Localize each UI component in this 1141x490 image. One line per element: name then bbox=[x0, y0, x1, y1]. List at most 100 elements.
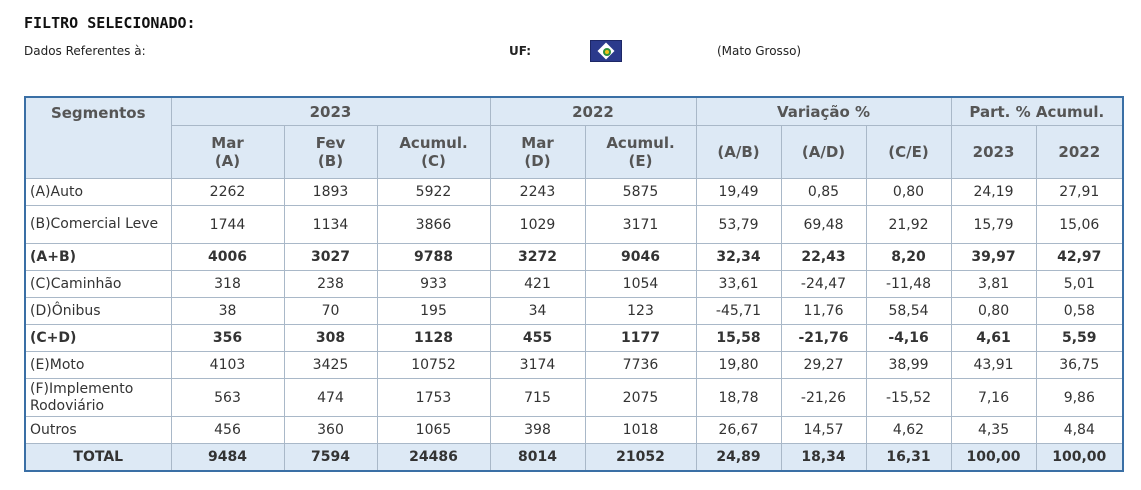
segment-cell: (C)Caminhão bbox=[24, 270, 172, 298]
value-cell: 9788 bbox=[376, 243, 491, 271]
value-cell: 2262 bbox=[170, 178, 285, 206]
value-cell: 3866 bbox=[376, 205, 491, 244]
value-cell: 3272 bbox=[489, 243, 586, 271]
segment-cell: (B)Comercial Leve bbox=[24, 205, 172, 244]
value-cell: -11,48 bbox=[865, 270, 952, 298]
value-cell: 15,06 bbox=[1035, 205, 1124, 244]
value-cell: 21,92 bbox=[865, 205, 952, 244]
value-cell: 38 bbox=[170, 297, 285, 325]
column-header: Mar (A) bbox=[170, 125, 285, 179]
value-cell: -21,26 bbox=[780, 378, 867, 417]
total-value-cell: 7594 bbox=[283, 443, 378, 472]
column-header: 2022 bbox=[1035, 125, 1124, 179]
value-cell: 1018 bbox=[584, 416, 697, 444]
value-cell: 1029 bbox=[489, 205, 586, 244]
value-cell: 4103 bbox=[170, 351, 285, 379]
total-value-cell: 100,00 bbox=[1035, 443, 1124, 472]
table-row: (E)Moto 4103 3425 10752 3174 7736 19,80 29,27 38… bbox=[24, 351, 1124, 379]
value-cell: 1744 bbox=[170, 205, 285, 244]
uf-name: (Mato Grosso) bbox=[717, 44, 802, 58]
value-cell: 70 bbox=[283, 297, 378, 325]
value-cell: 5922 bbox=[376, 178, 491, 206]
value-cell: 455 bbox=[489, 324, 586, 352]
value-cell: 24,19 bbox=[950, 178, 1037, 206]
value-cell: 421 bbox=[489, 270, 586, 298]
table-row: (B)Comercial Leve 1744 1134 3866 1029 3171 53,… bbox=[24, 205, 1124, 244]
value-cell: 3425 bbox=[283, 351, 378, 379]
value-cell: 9,86 bbox=[1035, 378, 1124, 417]
value-cell: 4,35 bbox=[950, 416, 1037, 444]
value-cell: 58,54 bbox=[865, 297, 952, 325]
value-cell: 1177 bbox=[584, 324, 697, 352]
column-header: Fev (B) bbox=[283, 125, 378, 179]
segment-cell: Outros bbox=[24, 416, 172, 444]
total-value-cell: 9484 bbox=[170, 443, 285, 472]
column-header: Mar (D) bbox=[489, 125, 586, 179]
value-cell: -15,52 bbox=[865, 378, 952, 417]
value-cell: 32,34 bbox=[695, 243, 782, 271]
value-cell: 29,27 bbox=[780, 351, 867, 379]
value-cell: 39,97 bbox=[950, 243, 1037, 271]
value-cell: 15,58 bbox=[695, 324, 782, 352]
group-header-2022: 2022 bbox=[489, 96, 697, 126]
value-cell: 15,79 bbox=[950, 205, 1037, 244]
value-cell: 1753 bbox=[376, 378, 491, 417]
segment-cell: (D)Ônibus bbox=[24, 297, 172, 325]
value-cell: 4,62 bbox=[865, 416, 952, 444]
total-value-cell: 18,34 bbox=[780, 443, 867, 472]
value-cell: 2075 bbox=[584, 378, 697, 417]
value-cell: 26,67 bbox=[695, 416, 782, 444]
value-cell: 3,81 bbox=[950, 270, 1037, 298]
value-cell: 398 bbox=[489, 416, 586, 444]
flag-star bbox=[605, 50, 609, 54]
value-cell: -24,47 bbox=[780, 270, 867, 298]
value-cell: 8,20 bbox=[865, 243, 952, 271]
value-cell: 5875 bbox=[584, 178, 697, 206]
value-cell: 1134 bbox=[283, 205, 378, 244]
total-value-cell: 24,89 bbox=[695, 443, 782, 472]
value-cell: 356 bbox=[170, 324, 285, 352]
value-cell: 1128 bbox=[376, 324, 491, 352]
value-cell: 10752 bbox=[376, 351, 491, 379]
total-value-cell: 100,00 bbox=[950, 443, 1037, 472]
value-cell: 195 bbox=[376, 297, 491, 325]
segments-table: Segmentos 2023 2022 Variação % Part. % A… bbox=[24, 96, 1125, 472]
group-header-2023: 2023 bbox=[170, 96, 491, 126]
value-cell: 0,80 bbox=[950, 297, 1037, 325]
value-cell: 123 bbox=[584, 297, 697, 325]
segment-header: Segmentos bbox=[24, 96, 172, 179]
value-cell: 53,79 bbox=[695, 205, 782, 244]
column-header: 2023 bbox=[950, 125, 1037, 179]
column-header: (A/B) bbox=[695, 125, 782, 179]
value-cell: 474 bbox=[283, 378, 378, 417]
segment-cell: (A+B) bbox=[24, 243, 172, 271]
table-row: Outros 456 360 1065 398 1018 26,67 14,57 4,62 4,3… bbox=[24, 416, 1124, 444]
dados-referentes-label: Dados Referentes à: bbox=[24, 44, 146, 58]
value-cell: 0,80 bbox=[865, 178, 952, 206]
segment-cell: (C+D) bbox=[24, 324, 172, 352]
mato-grosso-flag-icon bbox=[590, 40, 622, 62]
value-cell: 3027 bbox=[283, 243, 378, 271]
value-cell: 7,16 bbox=[950, 378, 1037, 417]
value-cell: 4,84 bbox=[1035, 416, 1124, 444]
value-cell: 456 bbox=[170, 416, 285, 444]
value-cell: 3171 bbox=[584, 205, 697, 244]
value-cell: 1065 bbox=[376, 416, 491, 444]
column-header: Acumul. (C) bbox=[376, 125, 491, 179]
value-cell: 238 bbox=[283, 270, 378, 298]
segment-cell: (E)Moto bbox=[24, 351, 172, 379]
value-cell: 933 bbox=[376, 270, 491, 298]
value-cell: 9046 bbox=[584, 243, 697, 271]
value-cell: 0,58 bbox=[1035, 297, 1124, 325]
value-cell: 27,91 bbox=[1035, 178, 1124, 206]
filter-title: FILTRO SELECIONADO: bbox=[24, 14, 196, 32]
group-header-part-acumul: Part. % Acumul. bbox=[950, 96, 1124, 126]
value-cell: 5,59 bbox=[1035, 324, 1124, 352]
value-cell: 34 bbox=[489, 297, 586, 325]
total-value-cell: 16,31 bbox=[865, 443, 952, 472]
value-cell: 33,61 bbox=[695, 270, 782, 298]
total-value-cell: 8014 bbox=[489, 443, 586, 472]
value-cell: 38,99 bbox=[865, 351, 952, 379]
column-header: (C/E) bbox=[865, 125, 952, 179]
value-cell: 11,76 bbox=[780, 297, 867, 325]
